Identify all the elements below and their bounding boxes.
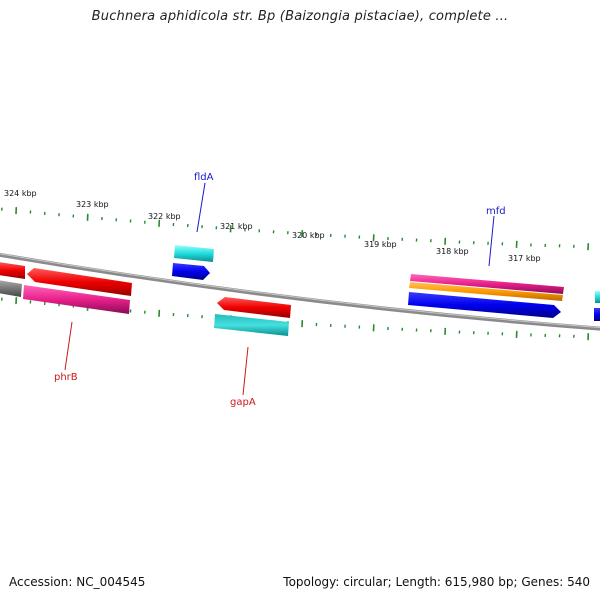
kbp-label-319: 319 kbp	[364, 240, 397, 249]
gene-feature-cyan-right-edge[interactable]	[595, 291, 600, 303]
gene-label-gapA[interactable]: gapA	[230, 397, 256, 408]
gene-feature-fldA-blue[interactable]	[172, 263, 210, 280]
inner-tick-ring	[1, 297, 590, 341]
gene-feature-blue-right-edge[interactable]	[594, 308, 600, 321]
fldA-leader-line	[196, 182, 206, 233]
kbp-label-324: 324 kbp	[4, 189, 37, 198]
kbp-label-323: 323 kbp	[76, 200, 109, 209]
genome-backbone	[0, 252, 600, 331]
gene-label-phrB[interactable]: phrB	[54, 372, 78, 383]
gene-feature-fldA-cyan[interactable]	[174, 245, 214, 262]
gene-feature-gray-left-edge[interactable]	[0, 280, 22, 297]
gene-feature-gapA-teal[interactable]	[214, 314, 289, 336]
kbp-label-322: 322 kbp	[148, 212, 181, 221]
kbp-label-318: 318 kbp	[436, 247, 469, 256]
kbp-label-321: 321 kbp	[220, 222, 253, 231]
mfd-leader-line	[488, 215, 495, 267]
gene-feature-phrB-pink[interactable]	[23, 285, 130, 314]
genome-backbone-highlight	[0, 253, 600, 329]
gene-feature-mfd-pink[interactable]	[410, 274, 564, 294]
phrB-leader-line	[64, 321, 73, 371]
kbp-label-317: 317 kbp	[508, 254, 541, 263]
kbp-label-320: 320 kbp	[292, 231, 325, 240]
gene-label-fldA[interactable]: fldA	[194, 172, 214, 183]
gene-feature-mfd-orange[interactable]	[409, 282, 563, 301]
genome-summary-label: Topology: circular; Length: 615,980 bp; …	[283, 575, 590, 589]
gapA-leader-line	[242, 346, 249, 396]
gene-feature-gapA-red[interactable]	[217, 297, 291, 318]
gene-feature-red-left-edge[interactable]	[0, 262, 25, 279]
gene-feature-mfd-blue[interactable]	[408, 292, 561, 318]
accession-label: Accession: NC_004545	[9, 575, 146, 589]
map-title: Buchnera aphidicola str. Bp (Baizongia p…	[91, 9, 509, 24]
gene-feature-red-forward[interactable]	[27, 268, 132, 296]
gene-label-mfd[interactable]: mfd	[486, 206, 506, 217]
outer-tick-ring	[1, 207, 590, 251]
